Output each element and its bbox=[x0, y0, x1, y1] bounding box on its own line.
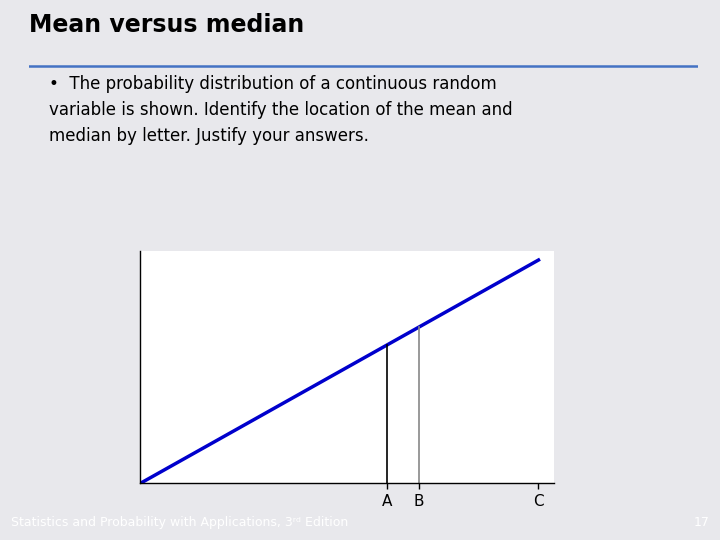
Text: Mean versus median: Mean versus median bbox=[29, 14, 304, 37]
Text: Statistics and Probability with Applications, 3ʳᵈ Edition: Statistics and Probability with Applicat… bbox=[11, 516, 348, 529]
Text: •  The probability distribution of a continuous random
variable is shown. Identi: • The probability distribution of a cont… bbox=[49, 75, 513, 145]
Text: 17: 17 bbox=[693, 516, 709, 529]
